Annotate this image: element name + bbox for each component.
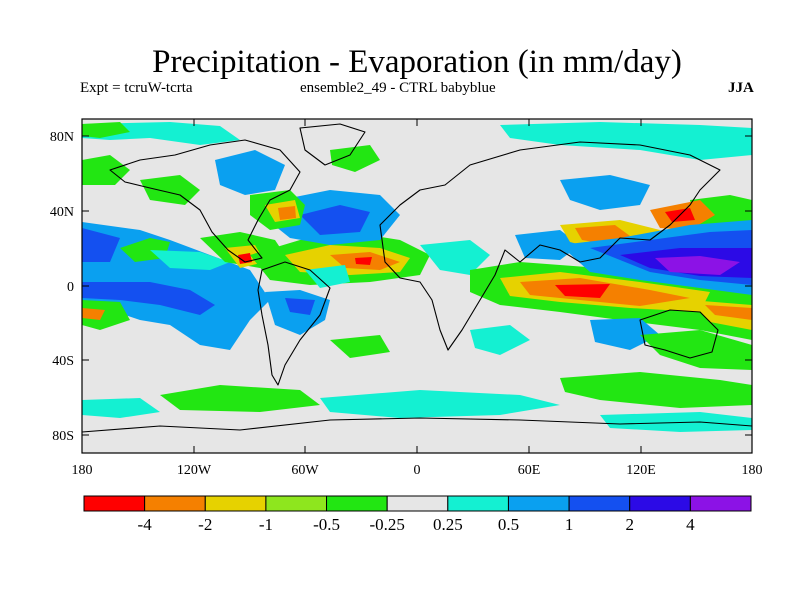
anomaly-field xyxy=(82,300,130,330)
colorbar-swatch xyxy=(447,495,509,512)
colorbar-swatch xyxy=(629,495,691,512)
anomaly-field xyxy=(278,206,296,220)
anomaly-field xyxy=(215,150,285,195)
anomaly-field xyxy=(82,122,130,138)
anomaly-field xyxy=(355,257,372,265)
coastline-north-america xyxy=(109,139,301,263)
anomaly-field xyxy=(82,282,215,315)
colorbar-swatch xyxy=(568,495,631,512)
anomaly-field xyxy=(160,385,320,412)
anomaly-field xyxy=(82,155,130,185)
anomaly-field xyxy=(470,325,530,355)
anomaly-field xyxy=(82,308,105,320)
anomaly-field xyxy=(500,122,752,160)
anomaly-field xyxy=(600,412,752,432)
colorbar-swatch xyxy=(689,495,752,512)
anomaly-field xyxy=(140,175,200,205)
season-label: JJA xyxy=(728,80,754,96)
colorbar-label: 0.5 xyxy=(498,515,519,534)
anomaly-field xyxy=(590,318,660,350)
colorbar-swatch xyxy=(265,495,328,512)
colorbar-label: 4 xyxy=(686,515,695,534)
anomaly-field xyxy=(300,205,370,235)
colorbar-label: 1 xyxy=(565,515,574,534)
anomaly-field xyxy=(655,256,740,275)
anomaly-fields xyxy=(82,122,752,432)
anomaly-field xyxy=(150,250,230,270)
lon-label: 120W xyxy=(177,463,212,478)
lat-label: 80S xyxy=(52,429,74,444)
anomaly-field xyxy=(640,330,752,370)
coastline-south-america xyxy=(257,261,331,386)
colorbar-label: -0.5 xyxy=(313,515,340,534)
colorbar-label: -0.25 xyxy=(369,515,404,534)
anomaly-field xyxy=(82,398,160,418)
lon-label: 60W xyxy=(291,463,319,478)
colorbar-swatch xyxy=(204,495,267,512)
colorbar-swatch xyxy=(386,495,449,512)
coastline-antarctica xyxy=(82,417,752,433)
coastline-australia xyxy=(639,309,719,359)
lon-label: 180 xyxy=(72,463,93,478)
anomaly-field xyxy=(320,390,560,418)
lon-label: 120E xyxy=(626,463,656,478)
colorbar-label: -1 xyxy=(259,515,273,534)
anomaly-field xyxy=(305,265,350,288)
anomaly-field xyxy=(285,298,315,315)
colorbar-swatch xyxy=(326,495,388,512)
ensemble-label: ensemble2_49 - CTRL babyblue xyxy=(300,80,496,96)
longitude-axis: 180 120W 60W 0 60E 120E 180 xyxy=(72,119,763,478)
anomaly-field xyxy=(420,240,490,275)
anomaly-field xyxy=(330,335,390,358)
anomaly-field xyxy=(82,228,120,262)
anomaly-field xyxy=(555,284,610,298)
coastlines xyxy=(82,123,752,433)
plot-title: Precipitation - Evaporation (in mm/day) xyxy=(152,44,682,80)
colorbar-swatch xyxy=(507,495,570,512)
lat-label: 40S xyxy=(52,354,74,369)
lat-label: 80N xyxy=(50,130,74,145)
anomaly-field xyxy=(705,305,752,320)
lon-label: 60E xyxy=(518,463,541,478)
anomaly-field xyxy=(560,175,650,210)
colorbar-label: -4 xyxy=(138,515,153,534)
experiment-label: Expt = tcruW-tcrta xyxy=(80,80,193,96)
anomaly-field xyxy=(560,372,752,408)
colorbar-swatch xyxy=(144,495,206,512)
lon-label: 180 xyxy=(742,463,763,478)
colorbar-label: 0.25 xyxy=(433,515,463,534)
colorbar-swatch xyxy=(83,495,146,512)
lat-label: 0 xyxy=(67,280,74,295)
lat-label: 40N xyxy=(50,205,74,220)
coastline-africa-eurasia xyxy=(379,141,721,351)
coastline-greenland xyxy=(299,123,366,166)
colorbar-label: 2 xyxy=(625,515,634,534)
anomaly-field xyxy=(330,145,380,172)
latitude-axis: 80N 40N 0 40S 80S xyxy=(50,130,752,444)
lon-label: 0 xyxy=(414,463,421,478)
colorbar-label: -2 xyxy=(198,515,212,534)
colorbar: -4 -2 -1 -0.5 -0.25 0.25 0.5 1 2 4 xyxy=(83,495,752,534)
